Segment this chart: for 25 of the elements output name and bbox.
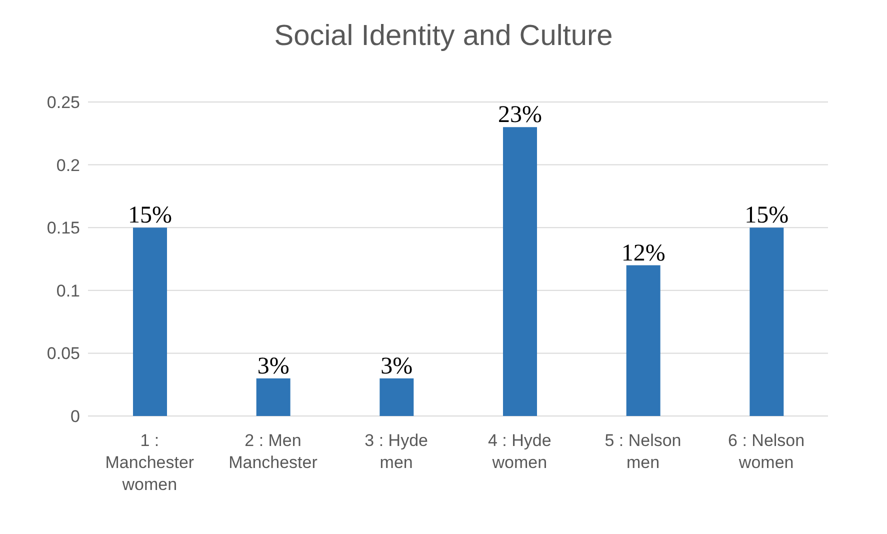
bar — [380, 378, 414, 416]
y-tick-label: 0.15 — [46, 218, 80, 238]
bar — [256, 378, 290, 416]
chart-title: Social Identity and Culture — [273, 19, 614, 54]
bar — [503, 127, 537, 416]
x-tick-label: 5 : Nelson men — [604, 431, 682, 472]
bar — [626, 265, 660, 416]
y-tick-label: 0 — [70, 407, 80, 426]
x-tick-label: 6 : Nelson women — [728, 431, 805, 472]
y-tick-label: 0.05 — [46, 344, 80, 364]
x-tick-label: 4 : Hyde women — [488, 431, 552, 472]
data-label: 3% — [380, 353, 413, 380]
y-tick-label: 0.2 — [56, 156, 80, 175]
y-tick-label: 0.1 — [56, 281, 80, 300]
data-label: 23% — [498, 102, 542, 128]
bar — [750, 228, 784, 416]
data-label: 3% — [257, 353, 290, 380]
x-tick-label: 3 : Hyde men — [364, 431, 428, 472]
bar — [133, 228, 167, 416]
x-tick-label: 2 : Men Manchester — [228, 431, 318, 472]
x-tick-label: 1 : Manchester women — [105, 431, 194, 494]
data-label: 15% — [744, 202, 789, 229]
data-label: 15% — [128, 202, 172, 229]
y-tick-label: 0.25 — [46, 93, 80, 112]
data-label: 12% — [621, 240, 666, 266]
